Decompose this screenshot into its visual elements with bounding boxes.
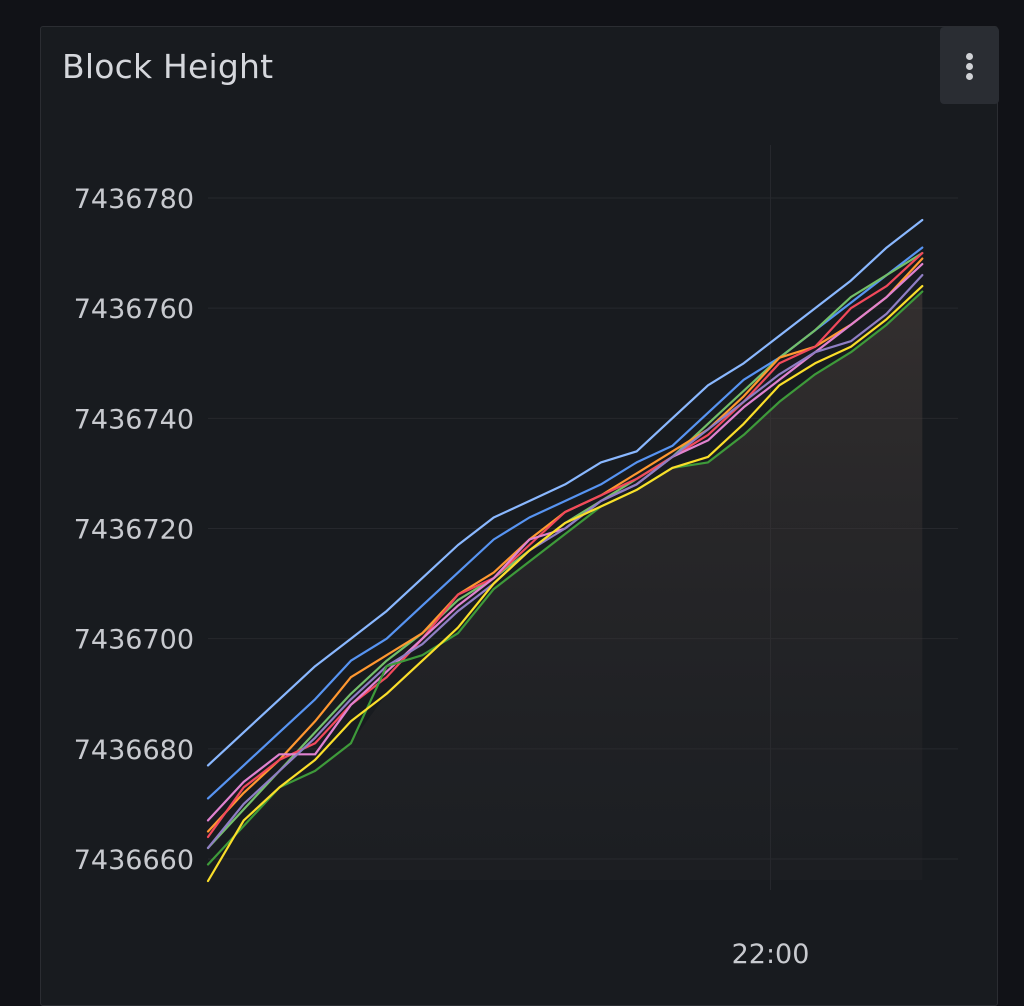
y-tick-label: 7436780 [74,184,194,215]
series-line-9 [206,285,924,883]
y-tick-label: 7436740 [74,404,194,435]
menu-dot [966,53,973,60]
x-tick-label: 22:00 [732,939,810,970]
series-line-7 [206,274,924,850]
menu-dot [966,73,973,80]
panel-title: Block Height [62,47,274,86]
kebab-menu-icon[interactable] [940,27,999,104]
y-tick-label: 7436720 [74,515,194,546]
menu-dot [966,63,973,70]
y-tick-label: 7436660 [74,845,194,876]
area-fill [208,291,923,882]
series-line-5 [206,252,924,839]
y-tick-label: 7436760 [74,294,194,325]
series-line-8 [206,290,924,866]
y-tick-label: 7436700 [74,625,194,656]
y-tick-label: 7436680 [74,735,194,766]
series-line-1 [206,218,924,767]
